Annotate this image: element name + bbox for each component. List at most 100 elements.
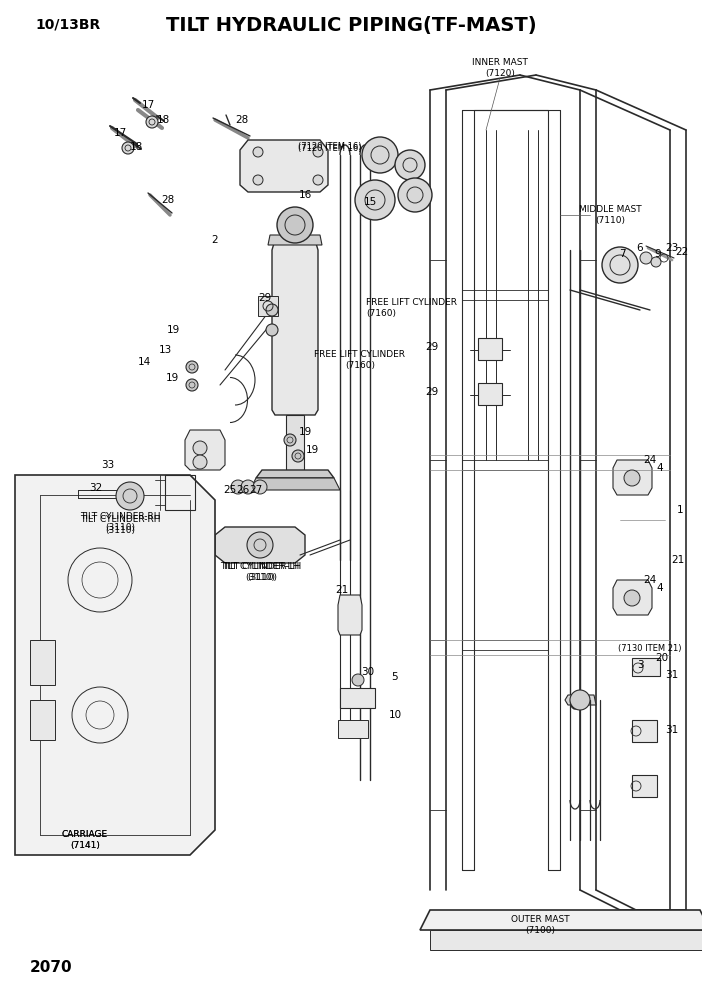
- Text: TILT CYLINDER-RH
(3110): TILT CYLINDER-RH (3110): [80, 512, 160, 532]
- Text: 33: 33: [101, 460, 114, 470]
- Text: 4: 4: [656, 583, 663, 593]
- Text: FREE LIFT CYLINDER
(7160): FREE LIFT CYLINDER (7160): [314, 350, 406, 370]
- Text: MIDDLE MAST
(7110): MIDDLE MAST (7110): [578, 205, 642, 225]
- Circle shape: [266, 324, 278, 336]
- Text: OUTER MAST
(7100): OUTER MAST (7100): [510, 916, 569, 934]
- Circle shape: [122, 142, 134, 154]
- Text: (7120 ITEM 16): (7120 ITEM 16): [298, 144, 362, 153]
- Text: 19: 19: [305, 445, 319, 455]
- Text: 2070: 2070: [30, 960, 72, 975]
- Polygon shape: [565, 695, 596, 705]
- Circle shape: [186, 379, 198, 391]
- Text: FREE LIFT CYLINDER
(7160): FREE LIFT CYLINDER (7160): [366, 299, 457, 317]
- Polygon shape: [430, 930, 702, 950]
- Text: 19: 19: [298, 427, 312, 437]
- Polygon shape: [613, 460, 652, 495]
- Circle shape: [193, 441, 207, 455]
- Text: 24: 24: [643, 575, 656, 585]
- Text: 31: 31: [665, 725, 679, 735]
- Text: 7: 7: [618, 249, 625, 259]
- Polygon shape: [240, 140, 328, 192]
- Text: TILT HYDRAULIC PIPING(TF-MAST): TILT HYDRAULIC PIPING(TF-MAST): [166, 16, 536, 35]
- Circle shape: [395, 150, 425, 180]
- Text: 25: 25: [223, 485, 237, 495]
- Polygon shape: [256, 470, 334, 478]
- Text: 30: 30: [362, 667, 375, 677]
- Text: 9: 9: [655, 249, 661, 259]
- Text: 23: 23: [665, 243, 679, 253]
- Polygon shape: [15, 475, 215, 855]
- Circle shape: [313, 175, 323, 185]
- Text: 10: 10: [388, 710, 402, 720]
- Bar: [30, 640, 55, 685]
- Text: 10/13BR: 10/13BR: [35, 18, 100, 32]
- Bar: [632, 775, 657, 797]
- Circle shape: [253, 480, 267, 494]
- Text: 28: 28: [161, 195, 175, 205]
- Polygon shape: [613, 580, 652, 615]
- Circle shape: [355, 180, 395, 220]
- Polygon shape: [185, 430, 225, 470]
- Text: 21: 21: [336, 585, 349, 595]
- Text: TILT CYLINDER-LH
(3110): TILT CYLINDER-LH (3110): [223, 562, 302, 581]
- Text: 18: 18: [129, 142, 143, 152]
- Bar: [30, 700, 55, 740]
- Bar: [478, 383, 502, 405]
- Circle shape: [116, 482, 144, 510]
- Polygon shape: [250, 478, 340, 490]
- Circle shape: [640, 252, 652, 264]
- Polygon shape: [338, 595, 362, 635]
- Circle shape: [146, 116, 158, 128]
- Circle shape: [624, 590, 640, 606]
- Circle shape: [253, 147, 263, 157]
- Text: 17: 17: [141, 100, 154, 110]
- Text: 24: 24: [643, 455, 656, 465]
- Bar: [286, 415, 304, 470]
- Text: 31: 31: [665, 670, 679, 680]
- Text: 5: 5: [392, 672, 398, 682]
- Bar: [478, 338, 502, 360]
- Text: 15: 15: [364, 197, 377, 207]
- Circle shape: [398, 178, 432, 212]
- Text: (7120 ITEM 16): (7120 ITEM 16): [298, 143, 362, 152]
- Circle shape: [352, 674, 364, 686]
- Circle shape: [247, 532, 273, 558]
- Polygon shape: [65, 478, 195, 515]
- Circle shape: [253, 175, 263, 185]
- Text: 32: 32: [89, 483, 102, 493]
- Circle shape: [231, 480, 245, 494]
- Text: 13: 13: [159, 345, 171, 355]
- Text: 3: 3: [637, 660, 643, 670]
- Polygon shape: [215, 527, 305, 563]
- Text: 29: 29: [425, 387, 439, 397]
- Circle shape: [292, 450, 304, 462]
- Polygon shape: [272, 240, 318, 415]
- Circle shape: [186, 361, 198, 373]
- Bar: [632, 658, 660, 676]
- Text: 21: 21: [671, 555, 684, 565]
- Text: 14: 14: [138, 357, 151, 367]
- Text: 20: 20: [656, 653, 668, 663]
- Circle shape: [570, 690, 590, 710]
- Text: TILT CYLINDER-LH
(3110): TILT CYLINDER-LH (3110): [220, 562, 300, 581]
- Circle shape: [277, 207, 313, 243]
- Polygon shape: [268, 235, 322, 245]
- Circle shape: [362, 137, 398, 173]
- Text: CARRIAGE
(7141): CARRIAGE (7141): [62, 830, 108, 850]
- Circle shape: [624, 470, 640, 486]
- Text: INNER MAST
(7120): INNER MAST (7120): [472, 59, 528, 77]
- Text: 29: 29: [258, 293, 272, 303]
- Text: CARRIAGE
(7141): CARRIAGE (7141): [62, 830, 108, 850]
- Circle shape: [241, 480, 255, 494]
- Text: 17: 17: [114, 128, 126, 138]
- Text: 26: 26: [237, 485, 250, 495]
- Circle shape: [651, 257, 661, 267]
- Circle shape: [193, 455, 207, 469]
- Text: 28: 28: [235, 115, 249, 125]
- Text: 16: 16: [298, 190, 312, 200]
- Text: 18: 18: [157, 115, 170, 125]
- Text: 19: 19: [166, 325, 180, 335]
- Text: 1: 1: [677, 505, 683, 515]
- Circle shape: [284, 434, 296, 446]
- Circle shape: [266, 304, 278, 316]
